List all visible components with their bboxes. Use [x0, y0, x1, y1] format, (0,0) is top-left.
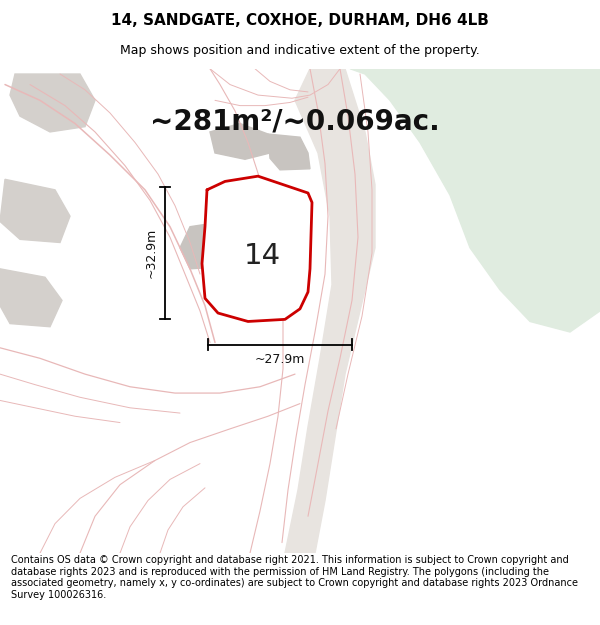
Polygon shape — [210, 124, 270, 159]
Text: ~27.9m: ~27.9m — [255, 353, 305, 366]
Polygon shape — [180, 221, 235, 269]
Polygon shape — [285, 69, 375, 553]
Text: Contains OS data © Crown copyright and database right 2021. This information is : Contains OS data © Crown copyright and d… — [11, 555, 578, 600]
Text: 14, SANDGATE, COXHOE, DURHAM, DH6 4LB: 14, SANDGATE, COXHOE, DURHAM, DH6 4LB — [111, 12, 489, 28]
Polygon shape — [0, 179, 70, 243]
Text: ~281m²/~0.069ac.: ~281m²/~0.069ac. — [150, 107, 440, 136]
Polygon shape — [268, 134, 310, 170]
Polygon shape — [350, 69, 600, 332]
Text: Map shows position and indicative extent of the property.: Map shows position and indicative extent… — [120, 44, 480, 57]
Text: 14: 14 — [244, 242, 281, 270]
Polygon shape — [202, 176, 312, 321]
Polygon shape — [0, 269, 62, 327]
Polygon shape — [10, 74, 95, 132]
Polygon shape — [225, 218, 275, 264]
Text: ~32.9m: ~32.9m — [145, 228, 157, 278]
